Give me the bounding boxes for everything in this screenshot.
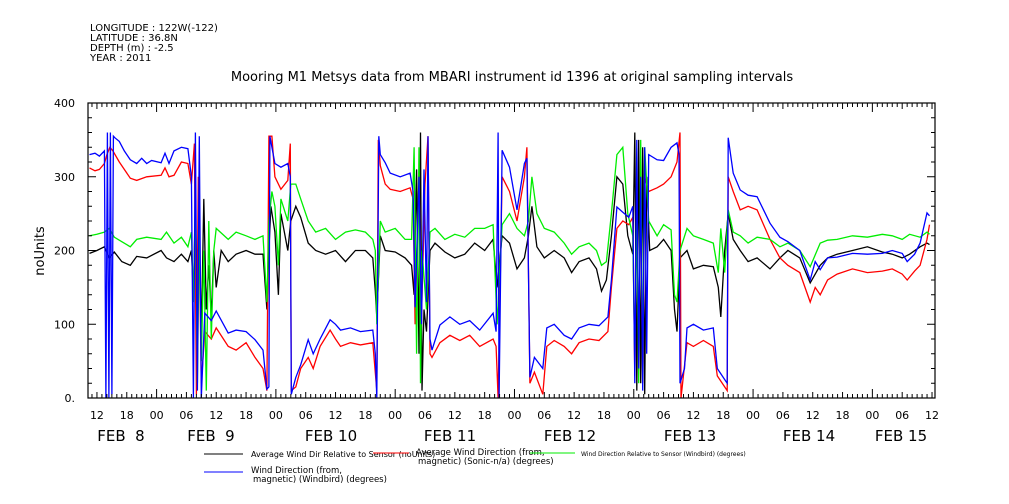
x-tick-label: 12 bbox=[686, 409, 700, 422]
axes-layer bbox=[87, 102, 936, 399]
x-tick-label: 00 bbox=[269, 409, 283, 422]
x-tick-label: 06 bbox=[657, 409, 671, 422]
x-tick-label: 12 bbox=[329, 409, 343, 422]
legend-label-blue-1: Wind Direction (from, bbox=[251, 466, 342, 476]
x-tick-label: 00 bbox=[388, 409, 402, 422]
x-tick-label: 18 bbox=[836, 409, 850, 422]
y-tick-label: 400 bbox=[54, 97, 75, 110]
y-axis-label: noUnits bbox=[33, 226, 48, 276]
legend-label-blue-2: magnetic) (Windbird) (degrees) bbox=[253, 475, 387, 485]
day-label: FEB 13 bbox=[664, 427, 716, 445]
chart-title: Mooring M1 Metsys data from MBARI instru… bbox=[231, 70, 793, 85]
day-label: FEB 8 bbox=[97, 427, 144, 445]
series-line-2 bbox=[89, 139, 930, 391]
x-tick-label: 12 bbox=[90, 409, 104, 422]
x-tick-label: 06 bbox=[776, 409, 790, 422]
x-tick-label: 12 bbox=[448, 409, 462, 422]
legend-label-red-2: magnetic) (Sonic-n/a) (degrees) bbox=[418, 457, 554, 467]
legend-label-black: Average Wind Dir Relative to Sensor (noU… bbox=[251, 450, 435, 459]
x-tick-label: 06 bbox=[537, 409, 551, 422]
x-tick-label: 18 bbox=[358, 409, 372, 422]
x-tick-label: 18 bbox=[239, 409, 253, 422]
x-tick-label: 00 bbox=[627, 409, 641, 422]
legend-label-red-1: Average Wind Direction (from, bbox=[416, 448, 545, 458]
x-tick-label: 06 bbox=[179, 409, 193, 422]
day-label: FEB 10 bbox=[305, 427, 357, 445]
x-tick-label: 06 bbox=[418, 409, 432, 422]
depth-text: DEPTH (m) : -2.5 bbox=[90, 43, 174, 54]
x-tick-label: 18 bbox=[597, 409, 611, 422]
x-tick-label: 12 bbox=[209, 409, 223, 422]
legend-label-green: Wind Direction Relative to Sensor (Windb… bbox=[581, 451, 746, 458]
series-line-3 bbox=[89, 132, 930, 399]
day-label: FEB 14 bbox=[783, 427, 835, 445]
legend: Average Wind Dir Relative to Sensor (noU… bbox=[204, 448, 746, 485]
series-layer bbox=[89, 132, 931, 399]
latitude-text: LATITUDE : 36.8N bbox=[90, 33, 178, 44]
y-tick-label: 100 bbox=[54, 318, 75, 331]
x-tick-label: 00 bbox=[507, 409, 521, 422]
x-tick-label: 12 bbox=[925, 409, 939, 422]
x-tick-label: 00 bbox=[746, 409, 760, 422]
y-tick-label: 0. bbox=[65, 392, 76, 405]
x-tick-label: 00 bbox=[150, 409, 164, 422]
x-tick-label: 06 bbox=[895, 409, 909, 422]
day-label: FEB 11 bbox=[424, 427, 476, 445]
x-tick-label: 18 bbox=[716, 409, 730, 422]
tick-labels: 0. 100 200 300 400 12 18 00 06 12 18 00 06 12 18 00 06 12… bbox=[54, 97, 939, 445]
day-label: FEB 12 bbox=[544, 427, 596, 445]
header-info: LONGITUDE : 122W(-122) LATITUDE : 36.8N … bbox=[89, 23, 218, 64]
series-line-0 bbox=[89, 132, 930, 395]
x-tick-label: 00 bbox=[865, 409, 879, 422]
x-tick-label: 06 bbox=[299, 409, 313, 422]
x-tick-label: 12 bbox=[567, 409, 581, 422]
x-tick-label: 18 bbox=[120, 409, 134, 422]
year-text: YEAR : 2011 bbox=[89, 53, 151, 64]
day-label: FEB 15 bbox=[875, 427, 927, 445]
y-tick-label: 200 bbox=[54, 245, 75, 258]
day-label: FEB 9 bbox=[187, 427, 234, 445]
x-tick-label: 18 bbox=[478, 409, 492, 422]
y-tick-label: 300 bbox=[54, 171, 75, 184]
longitude-text: LONGITUDE : 122W(-122) bbox=[90, 23, 218, 34]
x-tick-label: 12 bbox=[806, 409, 820, 422]
